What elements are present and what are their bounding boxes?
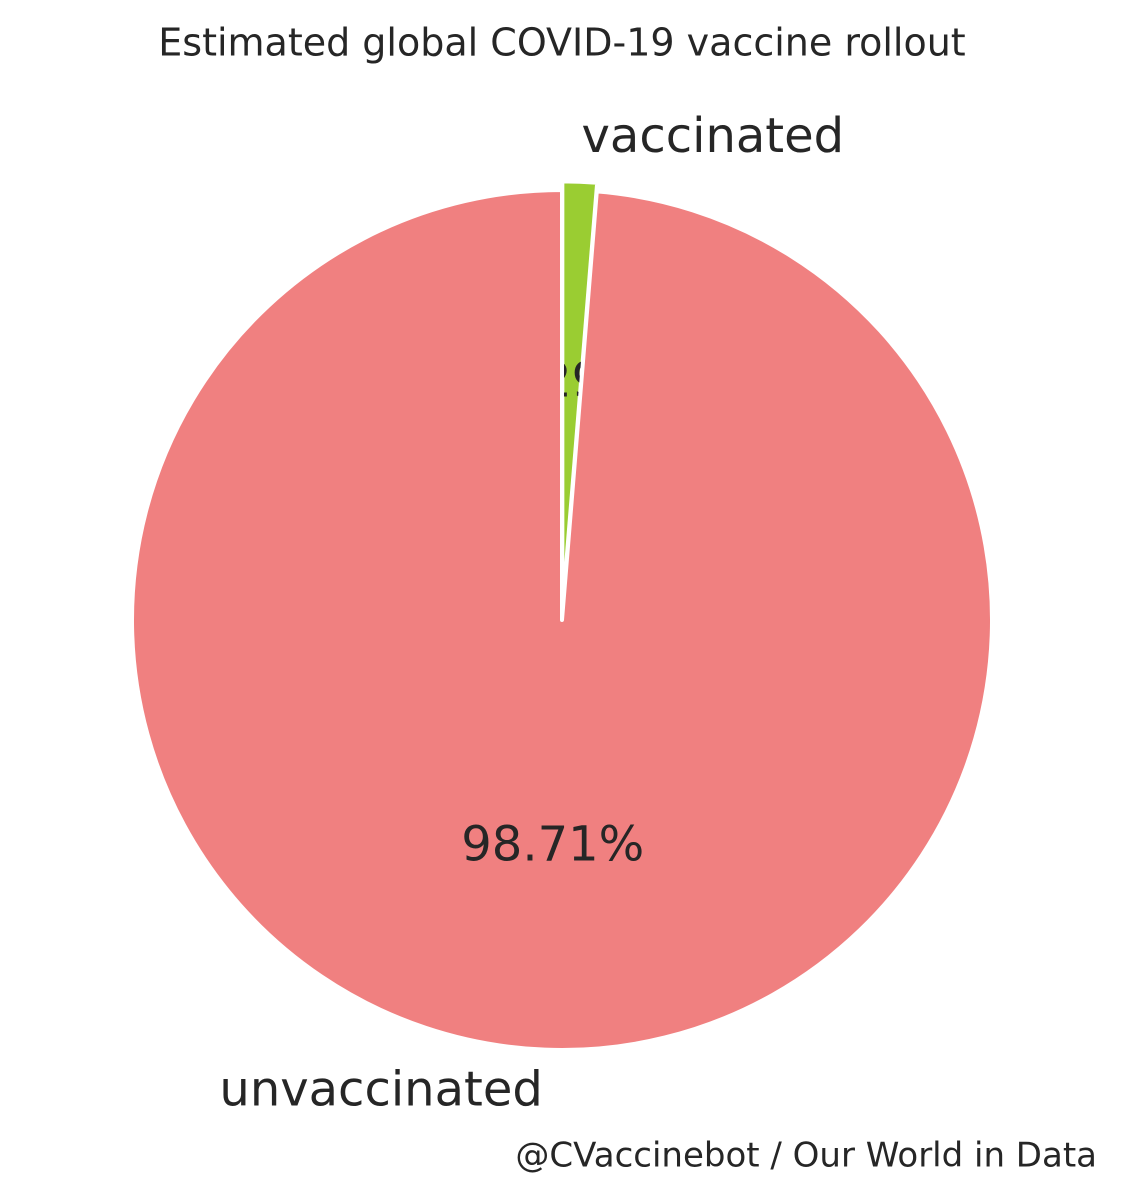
- source-note: @CVaccinebot / Our World in Data: [515, 1136, 1097, 1176]
- pie-slice: [130, 188, 994, 1052]
- value-label: 98.71%: [461, 817, 644, 873]
- chart-title: Estimated global COVID-19 vaccine rollou…: [158, 21, 965, 65]
- slice-label: unvaccinated: [219, 1062, 542, 1118]
- slice-label: vaccinated: [582, 108, 845, 164]
